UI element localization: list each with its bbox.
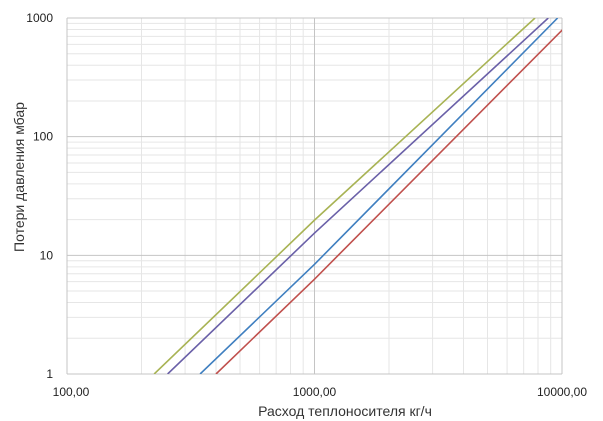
x-tick-label: 10000,00 <box>537 385 587 399</box>
major-gridlines <box>66 17 563 375</box>
y-tick-label: 10 <box>40 248 54 262</box>
y-tick-label: 1 <box>46 367 53 381</box>
series-line-1 <box>153 18 536 374</box>
y-axis-label: Потери давления мбар <box>11 102 27 252</box>
y-tick-label: 1000 <box>26 11 53 25</box>
series-line-3 <box>199 18 559 374</box>
series-line-2 <box>167 18 549 374</box>
x-tick-label: 100,00 <box>53 385 90 399</box>
series-line-4 <box>215 29 562 374</box>
x-tick-labels: 100,00 1000,00 10000,00 <box>53 385 588 399</box>
x-tick-label: 1000,00 <box>293 385 337 399</box>
y-tick-label: 100 <box>33 130 53 144</box>
x-axis-label: Расход теплоносителя кг/ч <box>258 403 432 419</box>
y-tick-labels: 1 10 100 1000 <box>26 11 53 381</box>
series-layer <box>153 18 562 374</box>
